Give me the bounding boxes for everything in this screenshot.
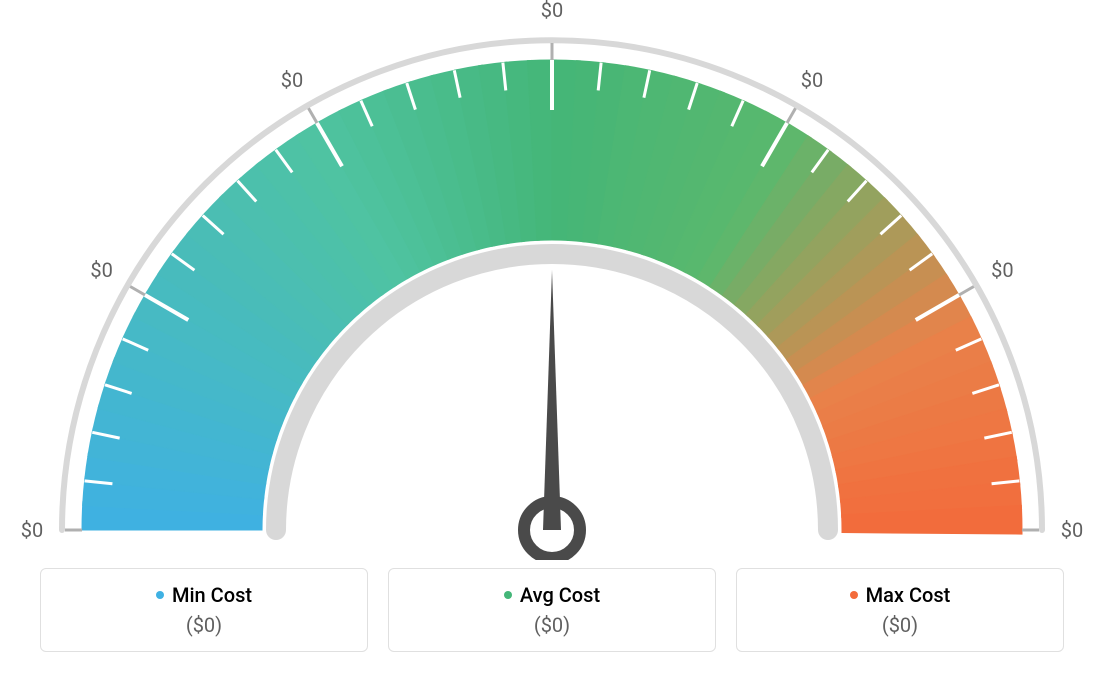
gauge-tick-label: $0 xyxy=(801,68,823,92)
legend-title-min: Min Cost xyxy=(172,583,252,607)
gauge-tick-label: $0 xyxy=(541,0,563,22)
legend-value-max: ($0) xyxy=(737,613,1063,637)
legend-value-min: ($0) xyxy=(41,613,367,637)
gauge-tick-label: $0 xyxy=(21,518,43,542)
legend-dot-min xyxy=(156,591,164,599)
legend-title-max: Max Cost xyxy=(866,583,951,607)
legend-value-avg: ($0) xyxy=(389,613,715,637)
legend-card-max: Max Cost ($0) xyxy=(736,568,1064,652)
legend-card-min: Min Cost ($0) xyxy=(40,568,368,652)
legend-row: Min Cost ($0) Avg Cost ($0) Max Cost ($0… xyxy=(0,568,1104,652)
gauge-chart: $0 $0 $0 $0 $0 $0 $0 xyxy=(0,0,1104,560)
legend-dot-avg xyxy=(504,591,512,599)
gauge-tick-label: $0 xyxy=(281,68,303,92)
gauge-svg xyxy=(0,0,1104,560)
gauge-tick-label: $0 xyxy=(991,258,1013,282)
gauge-tick-label: $0 xyxy=(1061,518,1083,542)
gauge-tick-label: $0 xyxy=(90,258,112,282)
legend-title-avg: Avg Cost xyxy=(520,583,600,607)
legend-dot-max xyxy=(850,591,858,599)
legend-card-avg: Avg Cost ($0) xyxy=(388,568,716,652)
